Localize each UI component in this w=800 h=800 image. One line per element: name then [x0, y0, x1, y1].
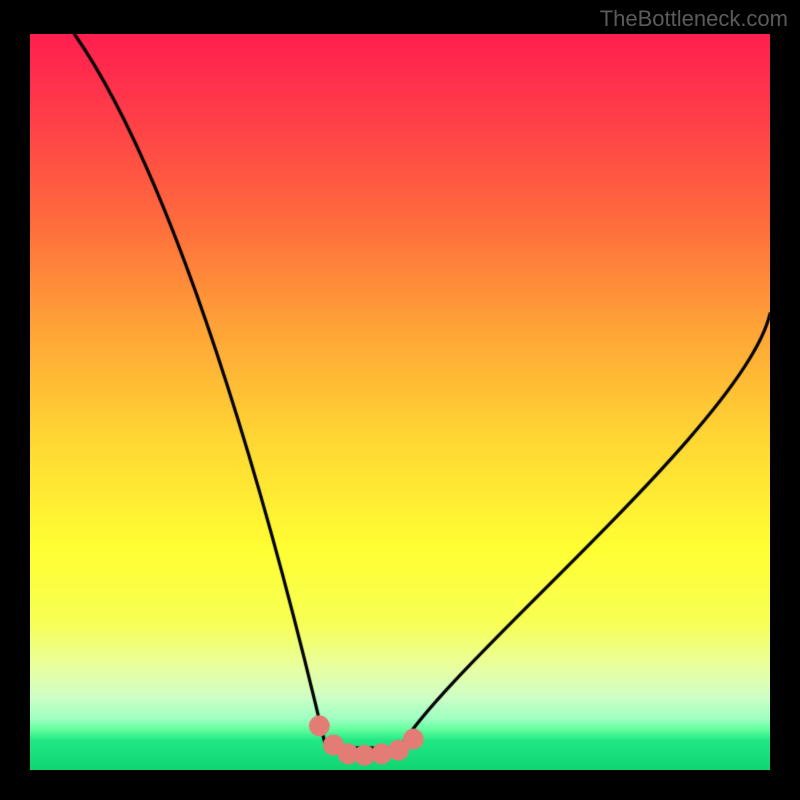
- bottleneck-curve: [0, 0, 800, 800]
- watermark-text: TheBottleneck.com: [600, 6, 788, 32]
- chart-stage: TheBottleneck.com: [0, 0, 800, 800]
